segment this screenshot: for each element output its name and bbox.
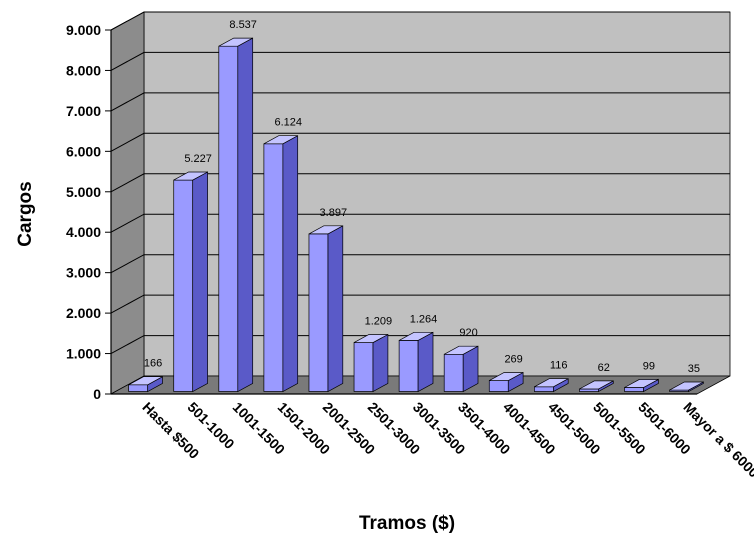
bar xyxy=(443,345,479,393)
y-tick-label: 6.000 xyxy=(66,143,101,159)
bar-front xyxy=(263,143,284,392)
bar xyxy=(128,376,163,393)
data-label: 116 xyxy=(550,360,568,372)
bar-side xyxy=(192,171,208,393)
bars xyxy=(128,37,704,393)
bar-front xyxy=(398,340,419,392)
data-label: 35 xyxy=(688,363,700,375)
bar-front xyxy=(488,380,509,392)
bar-top xyxy=(353,334,389,343)
data-label: 1.264 xyxy=(410,313,438,325)
bar-top xyxy=(173,171,208,181)
bar-top xyxy=(624,379,659,388)
bar-front xyxy=(353,342,374,392)
bar-top xyxy=(669,381,704,391)
bar-side xyxy=(327,225,344,393)
bar-side xyxy=(237,37,254,393)
data-label: 8.537 xyxy=(229,19,257,31)
gridline xyxy=(110,254,730,274)
bar xyxy=(308,225,344,393)
data-labels: 166 5.227 8.537 6.124 3.897 1.209 1.264 920 269 1… xyxy=(144,19,700,375)
gridline xyxy=(110,132,730,152)
data-label: 5.227 xyxy=(184,153,212,165)
data-label: 920 xyxy=(459,327,477,339)
data-label: 3.897 xyxy=(320,207,348,219)
y-tick-label: 0 xyxy=(93,386,101,402)
bar-top xyxy=(398,331,434,341)
data-label: 99 xyxy=(643,360,655,372)
bar xyxy=(624,378,659,393)
y-tick-label: 2.000 xyxy=(66,305,101,321)
bar-top xyxy=(263,135,298,145)
y-tick-labels: 0 1.000 2.000 3.000 4.000 5.000 6.000 7.000 8.00… xyxy=(66,22,697,402)
bar-front xyxy=(443,353,464,392)
bar xyxy=(173,171,208,393)
data-label: 62 xyxy=(598,362,610,374)
y-tick-label: 7.000 xyxy=(66,103,101,119)
bar-side xyxy=(282,135,299,393)
bar-top xyxy=(218,37,253,47)
y-tick-label: 4.000 xyxy=(66,224,101,240)
x-tick-labels: Hasta $500501-10001001-15001501-20002001… xyxy=(139,399,754,481)
gridlines xyxy=(110,11,730,355)
gridline xyxy=(110,335,730,355)
bar xyxy=(218,37,254,393)
bar-front xyxy=(624,387,644,392)
y-tick-label: 5.000 xyxy=(66,184,101,200)
bar xyxy=(669,381,704,393)
bar-front xyxy=(173,179,194,392)
bar xyxy=(398,331,434,393)
bar-side xyxy=(372,333,389,393)
bar-top xyxy=(308,225,343,235)
bar-top xyxy=(534,378,569,388)
bar xyxy=(263,135,299,393)
bar xyxy=(534,378,569,393)
bar-side xyxy=(417,331,434,393)
side-wall xyxy=(110,11,145,395)
data-label: 1.209 xyxy=(365,315,393,327)
gridline xyxy=(110,92,730,112)
y-tick-label: 9.000 xyxy=(66,22,101,38)
gridline xyxy=(110,294,730,314)
x-axis-title: Tramos ($) xyxy=(359,513,455,534)
bar-front xyxy=(218,45,239,392)
data-label: 166 xyxy=(144,358,162,370)
gridline xyxy=(110,11,730,31)
x-tick-label: Mayor a $ 6000 xyxy=(680,399,754,481)
data-label: 6.124 xyxy=(274,117,302,129)
bar xyxy=(488,371,524,393)
bar-front xyxy=(128,384,149,392)
gridline xyxy=(110,51,730,71)
y-tick-label: 8.000 xyxy=(66,62,101,78)
y-axis-title: Cargos xyxy=(15,181,36,246)
bar xyxy=(579,380,614,393)
bar xyxy=(353,333,389,393)
bar-top xyxy=(579,380,614,390)
bar-front xyxy=(308,233,329,392)
gridline xyxy=(110,213,730,233)
data-label: 269 xyxy=(504,354,522,366)
gridline xyxy=(110,173,730,193)
bar-top xyxy=(444,345,479,355)
bar-top xyxy=(489,372,524,381)
bar-top xyxy=(128,376,163,386)
y-tick-label: 3.000 xyxy=(66,265,101,281)
y-tick-label: 1.000 xyxy=(66,346,101,362)
bar-front xyxy=(534,386,554,392)
